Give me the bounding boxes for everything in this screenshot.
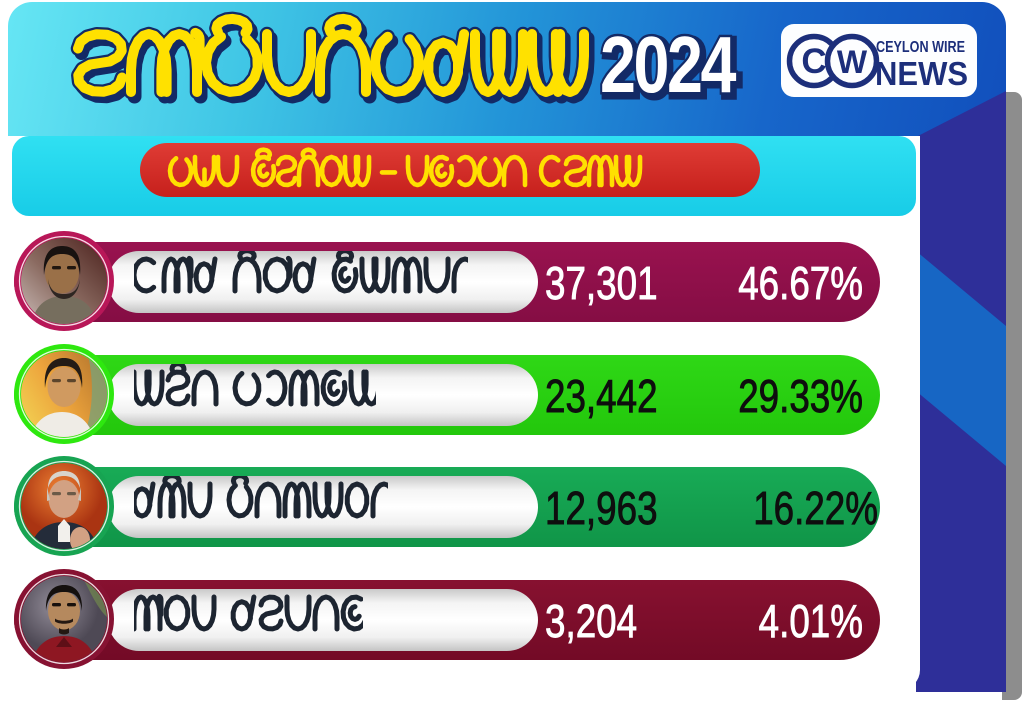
svg-text:NEWS: NEWS [875, 55, 968, 92]
svg-text:W: W [837, 44, 868, 80]
svg-text:CEYLON WIRE: CEYLON WIRE [876, 39, 965, 56]
svg-text:2024: 2024 [603, 23, 740, 112]
svg-text:2024: 2024 [600, 20, 737, 109]
svg-text:C: C [801, 42, 826, 81]
